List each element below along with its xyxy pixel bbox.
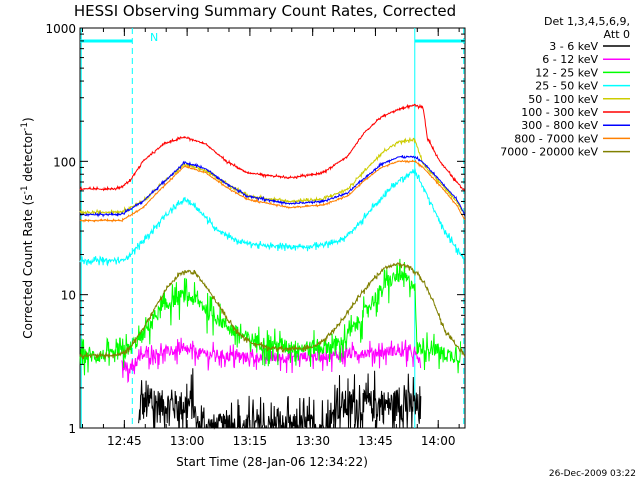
x-tick-label: 13:30	[295, 434, 330, 448]
chart-title: HESSI Observing Summary Count Rates, Cor…	[74, 2, 456, 20]
night-flag-label: N	[150, 31, 158, 44]
x-axis: 12:45 13:00 13:15 13:30 13:45 14:00	[82, 28, 460, 448]
x-tick-label: 13:00	[170, 434, 205, 448]
plot-frame	[79, 27, 466, 429]
footer-timestamp: 26-Dec-2009 03:22	[549, 469, 636, 479]
legend-label: 50 - 100 keV	[528, 93, 598, 106]
legend-label: 6 - 12 keV	[542, 53, 598, 66]
legend-label: 25 - 50 keV	[535, 80, 598, 93]
legend-label: 100 - 300 keV	[521, 106, 598, 119]
y-tick-label: 10	[61, 289, 76, 303]
series-layer	[79, 103, 466, 430]
series-line	[79, 155, 466, 218]
interval-markers	[80, 28, 465, 428]
legend-label: 12 - 25 keV	[535, 66, 598, 79]
series-line	[121, 337, 422, 384]
series-line	[79, 258, 462, 376]
y-axis-title-sup1: -1	[20, 185, 30, 194]
legend-label: 800 - 7000 keV	[514, 132, 598, 145]
series-line	[138, 368, 422, 430]
y-axis-title-part1: Corrected Count Rate (s	[21, 194, 35, 338]
y-axis-title-part2: detector	[21, 131, 35, 186]
y-axis-title-part3: )	[21, 117, 35, 122]
x-tick-label: 13:15	[233, 434, 268, 448]
legend-header-2: Att 0	[604, 28, 630, 41]
y-axis-title: Corrected Count Rate (s-1 detector-1)	[20, 117, 35, 338]
y-axis: 1 10 100 1000	[45, 22, 465, 436]
legend-label: 3 - 6 keV	[549, 40, 598, 53]
y-tick-label: 100	[53, 155, 76, 169]
x-tick-label: 13:45	[358, 434, 393, 448]
y-tick-label: 1000	[45, 22, 76, 36]
legend-header-1: Det 1,3,4,5,6,9,	[544, 15, 630, 28]
series-line	[79, 159, 466, 223]
series-line	[79, 168, 466, 267]
x-tick-label: 14:00	[421, 434, 456, 448]
x-tick-label: 12:45	[107, 434, 142, 448]
legend-label: 7000 - 20000 keV	[500, 146, 598, 159]
legend-label: 300 - 800 keV	[521, 119, 598, 132]
series-line	[79, 103, 466, 192]
plot-area: N	[79, 27, 466, 430]
x-axis-title: Start Time (28-Jan-06 12:34:22)	[176, 455, 368, 469]
y-axis-title-sup2: -1	[20, 122, 30, 131]
y-tick-label: 1	[68, 422, 76, 436]
series-line	[79, 261, 466, 360]
